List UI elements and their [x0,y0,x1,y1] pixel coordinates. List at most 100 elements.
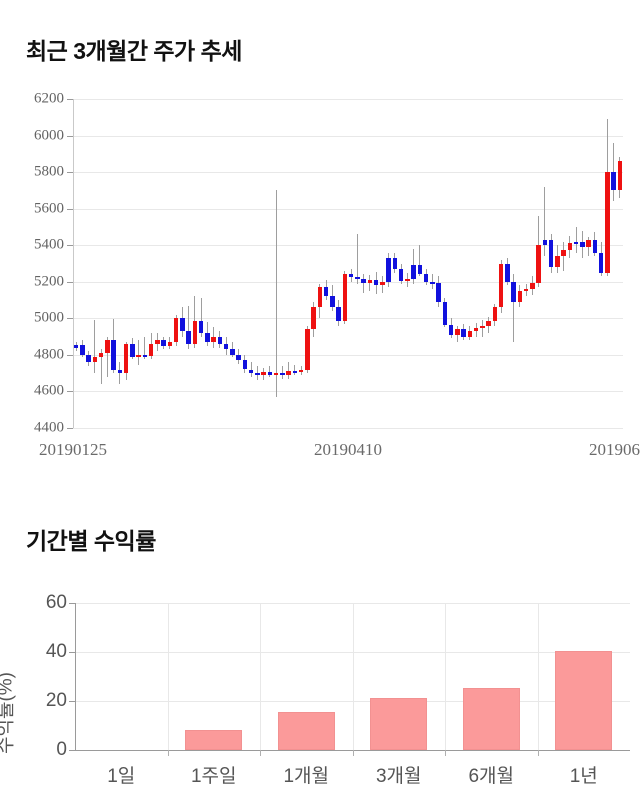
candle-down [505,264,510,282]
candle-down [280,373,285,376]
candle-down [461,329,466,337]
candle-up [380,281,385,285]
returns-plot-area: 0 20 40 60 1일 1주일 1개월 3개월 6개월 1년 [46,592,630,787]
price-gridline [73,318,623,320]
candle-down [86,354,91,363]
candle-wick [100,349,102,385]
candle-wick [381,276,383,293]
returns-bar[interactable] [555,650,613,750]
candle-down [73,344,79,348]
candle-down [548,239,554,268]
price-gridline [73,281,623,283]
candle-down [336,307,341,322]
candle-down [236,354,241,361]
price-x-tick-label: 20190410 [314,440,382,459]
returns-x-tick-mark [445,750,446,756]
candle-wick [363,274,365,293]
candle-down [180,318,185,332]
candle-down [186,331,191,344]
price-plot-area: 4400 4600 4800 5000 5200 5400 5600 5800 6000 6200… [34,91,640,460]
candle-down [111,340,116,371]
candle-wick [513,274,515,343]
candle-up [298,369,304,373]
returns-category-gridline [352,603,354,750]
candle-down [117,370,123,374]
candle-up [261,372,266,375]
returns-x-tick-mark [167,750,169,756]
price-y-tick-mark [67,172,73,174]
returns-bar[interactable] [370,697,428,750]
candle-down [511,281,516,302]
period-returns-bar-chart: 0 20 40 60 1일 1주일 1개월 3개월 6개월 1년 수익률(%) [0,585,640,810]
candle-up [192,321,198,344]
candle-wick [275,190,277,397]
returns-y-tick-mark [69,652,75,653]
candle-down [223,343,229,350]
candle-up [498,264,504,308]
candle-down [542,239,548,246]
candle-wick [200,298,202,337]
candle-down [130,343,135,357]
returns-x-tick-label: 3개월 [375,766,422,787]
candle-down [242,360,248,370]
candle-down [373,279,379,285]
returns-category-gridline [260,603,261,750]
price-gridline [73,172,623,174]
returns-category-gridline [537,603,539,750]
candle-up [530,282,535,290]
price-y-axis-line [73,99,74,428]
price-gridline [73,245,623,247]
candle-down [573,241,579,244]
returns-y-tick-label: 60 [45,592,67,613]
price-y-tick-label: 4600 [34,382,64,399]
candle-up [617,161,623,191]
candle-up [567,243,573,250]
candle-down [161,340,166,346]
candle-wick [269,365,271,377]
price-x-tick-label: 20190621 [589,440,640,459]
candle-down [348,274,354,278]
candle-up [286,371,291,375]
returns-x-tick-label: 1년 [569,766,598,787]
candle-up [167,342,173,346]
price-y-tick-mark [67,135,73,137]
candle-up [211,336,216,343]
returns-bar[interactable] [185,729,243,750]
candle-up [273,373,279,376]
candle-down [392,258,398,269]
candle-up [473,328,479,332]
price-y-tick-mark [67,428,73,429]
candle-up [98,353,104,357]
candle-down [267,372,273,375]
price-y-tick-mark [67,318,73,320]
returns-x-tick-mark [537,750,539,756]
price-gridline [73,99,623,100]
candle-wick [256,365,258,381]
candle-wick [369,275,371,291]
returns-y-tick-mark [69,750,75,751]
candle-down [423,273,429,282]
candle-up [467,331,473,337]
candle-up [586,239,591,248]
returns-bar[interactable] [462,687,520,750]
candle-wick [250,362,252,377]
price-y-tick-label: 5400 [34,236,64,253]
returns-bar[interactable] [277,712,335,750]
candle-wick [288,362,290,379]
candle-wick [281,365,283,379]
price-y-tick-label: 4400 [34,419,64,436]
candle-up [523,289,529,292]
candle-up [455,329,460,335]
price-gridline [73,354,623,356]
price-y-tick-label: 5200 [34,273,64,290]
candle-down [248,369,254,374]
returns-x-tick-mark [260,750,261,756]
candle-down [198,321,204,333]
candle-wick [106,336,108,377]
candle-up [148,343,154,356]
candle-down [330,296,335,308]
candle-wick [613,142,615,202]
candle-wick [563,241,565,271]
candle-up [486,321,491,326]
candle-up [92,356,98,363]
